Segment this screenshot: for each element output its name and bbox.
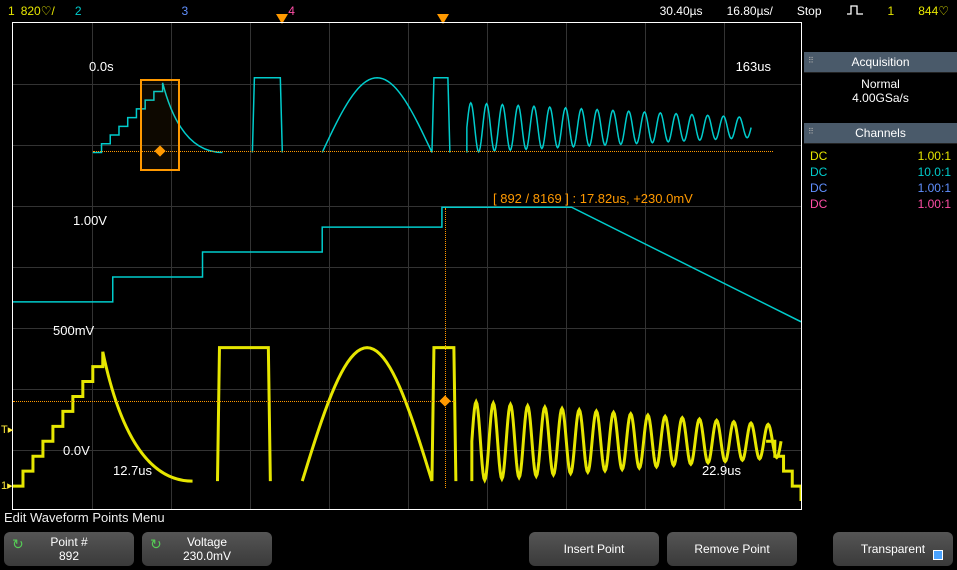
time-position: 30.40µs [660, 4, 703, 18]
ch1-ground-icon: 1▸ [1, 479, 13, 492]
grid-line [13, 267, 801, 268]
grid-line [408, 23, 409, 509]
channel-row: DC 1.00:1 [810, 148, 951, 164]
grid-line [13, 84, 801, 85]
voltage-label: Voltage [187, 535, 227, 549]
main-time-end-label: 22.9us [702, 463, 741, 478]
time-per-div: 16.80µs/ [727, 4, 773, 18]
channels-body: DC 1.00:1 DC 10.0:1 DC 1.00:1 DC 1.00:1 [804, 144, 957, 216]
ch1-indicator: 1 820♡/ [8, 4, 55, 18]
edit-point-marker[interactable] [439, 395, 450, 406]
acquisition-mode: Normal [810, 77, 951, 91]
insert-point-button[interactable]: Insert Point [529, 532, 659, 566]
grid-line [329, 23, 330, 509]
ch1-number: 1 [8, 4, 15, 18]
cursor-readout: [ 892 / 8169 ] : 17.82us, +230.0mV [493, 191, 693, 206]
overview-cursor-line [93, 151, 773, 152]
transparent-label: Transparent [861, 542, 925, 556]
grid-line [92, 23, 93, 509]
run-state: Stop [797, 4, 822, 18]
grid-line [645, 23, 646, 509]
softkey-bar: ↻ Point # 892 ↻ Voltage 230.0mV Insert P… [4, 532, 953, 566]
grid-line [13, 450, 801, 451]
knob-icon: ↻ [150, 536, 162, 553]
point-number-value: 892 [59, 549, 79, 563]
ch3-number: 3 [182, 4, 189, 18]
trigger-channel: 1 [888, 4, 895, 18]
transparent-button[interactable]: Transparent [833, 532, 953, 566]
acquisition-body: Normal 4.00GSa/s [804, 73, 957, 109]
grid-line [13, 145, 801, 146]
main-time-start-label: 12.7us [113, 463, 152, 478]
menu-title: Edit Waveform Points Menu [4, 510, 165, 525]
channel-ratio: 10.0:1 [918, 165, 951, 179]
voltage-value: 230.0mV [183, 549, 231, 563]
pulse-icon [846, 4, 864, 19]
channel-ratio: 1.00:1 [918, 149, 951, 163]
point-number-label: Point # [50, 535, 87, 549]
edit-point-cursor-horizontal[interactable] [13, 401, 455, 402]
channels-header[interactable]: ⠿ Channels [804, 123, 957, 144]
top-right-readouts: 30.40µs 16.80µs/ Stop 1 844♡ [660, 4, 949, 19]
edit-point-cursor-vertical[interactable] [445, 208, 446, 488]
zoom-selection-box[interactable] [140, 79, 180, 171]
main-voltage-top-label: 500mV [53, 323, 94, 338]
channel-row: DC 1.00:1 [810, 180, 951, 196]
trigger-level: 844♡ [918, 4, 949, 18]
ch4-number: 4 [288, 4, 295, 18]
top-status-bar: 1 820♡/ 2 3 4 30.40µs 16.80µs/ Stop 1 84… [0, 0, 957, 22]
channel-row: DC 1.00:1 [810, 196, 951, 212]
waveform-display[interactable]: 0.0s 163us 1.00V 500mV 0.0V 12.7us 22.9u… [12, 22, 802, 510]
overview-cursor-marker [154, 145, 165, 156]
waveform-svg [13, 23, 801, 509]
channels-header-label: Channels [855, 126, 906, 140]
channel-row: DC 10.0:1 [810, 164, 951, 180]
knob-icon: ↻ [12, 536, 24, 553]
grid-line [13, 328, 801, 329]
ch2-number: 2 [75, 4, 82, 18]
grid-line [566, 23, 567, 509]
grid-line [487, 23, 488, 509]
channel-coupling: DC [810, 197, 827, 211]
ch1-scale: 820♡/ [21, 4, 55, 18]
zoom-start-label: 0.0s [89, 59, 114, 74]
voltage-softkey[interactable]: ↻ Voltage 230.0mV [142, 532, 272, 566]
channel-coupling: DC [810, 165, 827, 179]
side-panel: ⠿ Acquisition Normal 4.00GSa/s ⠿ Channel… [804, 22, 957, 510]
channel-ratio: 1.00:1 [918, 197, 951, 211]
grid-line [250, 23, 251, 509]
channel-coupling: DC [810, 181, 827, 195]
remove-point-button[interactable]: Remove Point [667, 532, 797, 566]
grid-line [724, 23, 725, 509]
channel-coupling: DC [810, 149, 827, 163]
point-number-softkey[interactable]: ↻ Point # 892 [4, 532, 134, 566]
acquisition-rate: 4.00GSa/s [810, 91, 951, 105]
trigger-ground-icon: T▸ [1, 423, 13, 436]
grid-line [13, 389, 801, 390]
zoom-end-label: 163us [736, 59, 771, 74]
acquisition-header-label: Acquisition [851, 55, 909, 69]
remove-point-label: Remove Point [694, 542, 769, 556]
grid-line [13, 206, 801, 207]
mid-voltage-label: 1.00V [73, 213, 107, 228]
channel-ratio: 1.00:1 [918, 181, 951, 195]
transparent-checkbox-icon [933, 550, 943, 560]
insert-point-label: Insert Point [564, 542, 625, 556]
grid-line [171, 23, 172, 509]
main-voltage-bottom-label: 0.0V [63, 443, 90, 458]
acquisition-header[interactable]: ⠿ Acquisition [804, 52, 957, 73]
